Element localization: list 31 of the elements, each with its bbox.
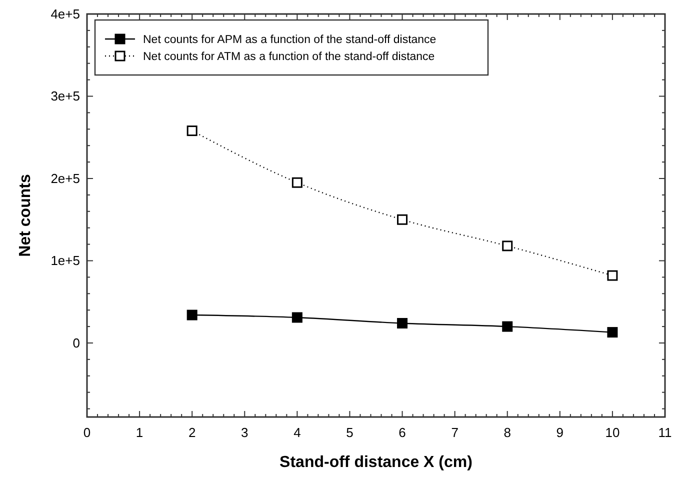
point [292, 177, 302, 188]
point [186, 310, 198, 320]
x-tick-label: 2 [188, 425, 196, 440]
x-tick-label: 9 [556, 425, 564, 440]
x-tick-label: 8 [504, 425, 511, 440]
x-axis-title: Stand-off distance X (cm) [280, 454, 472, 471]
y-tick-label: 3e+5 [50, 88, 80, 104]
x-tick-label: 6 [398, 425, 406, 440]
x-tick-label: 11 [658, 425, 672, 440]
y-tick-label: 0 [72, 335, 80, 350]
point [502, 240, 513, 252]
y-tick-label: 1e+5 [50, 253, 80, 268]
y-tick-label: 4e+5 [50, 6, 80, 22]
x-tick-label: 4 [294, 425, 301, 440]
x-tick-label: 5 [346, 425, 354, 440]
x-tick-label: 7 [451, 425, 458, 440]
legend-label: Net counts for APM as a function of the stand-off distance [143, 34, 436, 46]
x-tick-label: 0 [83, 425, 91, 440]
x-tick-label: 1 [136, 425, 144, 440]
legend-label: Net counts for ATM as a function of the stand-off distance [143, 51, 435, 63]
point [607, 327, 618, 338]
point [397, 318, 408, 328]
point [607, 270, 618, 281]
point [186, 126, 198, 136]
x-tick-label: 3 [241, 425, 248, 440]
y-tick-label: 2e+5 [50, 170, 80, 186]
point [502, 321, 513, 332]
x-tick-label: 10 [605, 425, 620, 440]
point [397, 214, 408, 225]
point [292, 312, 302, 323]
y-axis-title: Net counts [17, 174, 34, 257]
